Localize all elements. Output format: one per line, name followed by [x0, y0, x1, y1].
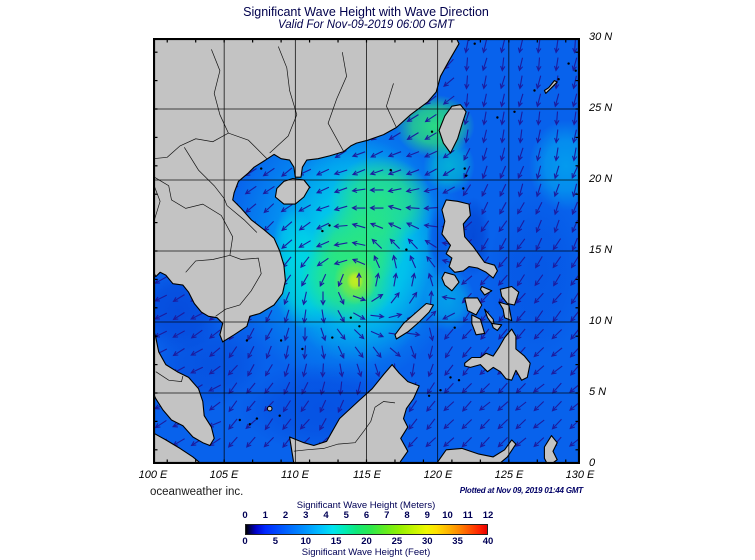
colorbar-meters-value: 4 — [323, 510, 329, 521]
colorbar-meters-value: 2 — [282, 510, 289, 521]
small-islands — [238, 38, 577, 426]
lat-tick-label: 20 N — [589, 173, 613, 185]
country-borders — [153, 46, 397, 452]
graticule — [153, 38, 580, 464]
colorbar-meters-value: 9 — [424, 510, 430, 521]
credit-text: oceanweather inc. — [150, 486, 244, 498]
lon-tick-label: 115 E — [353, 469, 381, 481]
colorbar-meters-value: 7 — [384, 510, 390, 521]
chart-subtitle: Valid For Nov-09-2019 06:00 GMT — [278, 19, 454, 31]
lon-tick-label: 100 E — [138, 469, 168, 481]
colorbar-meters-value: 1 — [262, 510, 268, 521]
lat-tick-label: 5 N — [589, 386, 607, 398]
map-frame — [153, 38, 580, 464]
colorbar-meters-value: 6 — [363, 510, 370, 521]
colorbar-feet-value: 5 — [272, 536, 279, 547]
colorbar-meters-value: 12 — [482, 510, 494, 521]
colorbar-meters-value: 0 — [242, 510, 248, 521]
colorbar-feet-value: 35 — [452, 536, 463, 547]
lat-tick-label: 15 N — [589, 244, 613, 256]
colorbar-meters-value: 3 — [303, 510, 309, 521]
colorbar-feet-value: 15 — [330, 536, 342, 547]
chart-title: Significant Wave Height with Wave Direct… — [243, 5, 489, 19]
wave-height-map — [153, 38, 580, 464]
colorbar-meters-value: 11 — [462, 510, 473, 521]
colorbar-label-meters: Significant Wave Height (Meters) — [296, 500, 436, 511]
lon-tick-label: 130 E — [565, 469, 595, 481]
lon-tick-label: 110 E — [281, 469, 309, 481]
colorbar-meters-value: 8 — [404, 510, 410, 521]
lat-tick-label: 25 N — [589, 102, 613, 114]
lat-tick-label: 0 — [589, 457, 596, 469]
colorbar-feet-value: 0 — [242, 536, 248, 547]
colorbar-gradient — [245, 524, 488, 535]
colorbar-feet-value: 25 — [391, 536, 403, 547]
colorbar-label-feet: Significant Wave Height (Feet) — [301, 547, 431, 558]
lon-tick-label: 125 E — [494, 469, 524, 481]
colorbar-feet-value: 40 — [482, 536, 494, 547]
colorbar-meters-value: 10 — [442, 510, 453, 521]
lat-tick-label: 30 N — [589, 31, 613, 43]
lat-tick-label: 10 N — [589, 315, 613, 327]
lon-tick-label: 120 E — [423, 469, 453, 481]
colorbar-feet-value: 20 — [361, 536, 372, 547]
colorbar-feet-value: 30 — [422, 536, 433, 547]
colorbar-meters-value: 5 — [343, 510, 349, 521]
colorbar-feet-value: 10 — [300, 536, 312, 547]
colorbar-meters-ticks: 0 1 2 3 4 5 6 7 8 9 10 11 12 — [242, 510, 493, 522]
lon-tick-label: 105 E — [209, 469, 239, 481]
plotted-timestamp: Plotted at Nov 09, 2019 01:44 GMT — [459, 486, 583, 495]
land-masses — [153, 38, 558, 464]
colorbar-feet-ticks: 0 5 10 15 20 25 30 35 40 — [242, 536, 493, 548]
